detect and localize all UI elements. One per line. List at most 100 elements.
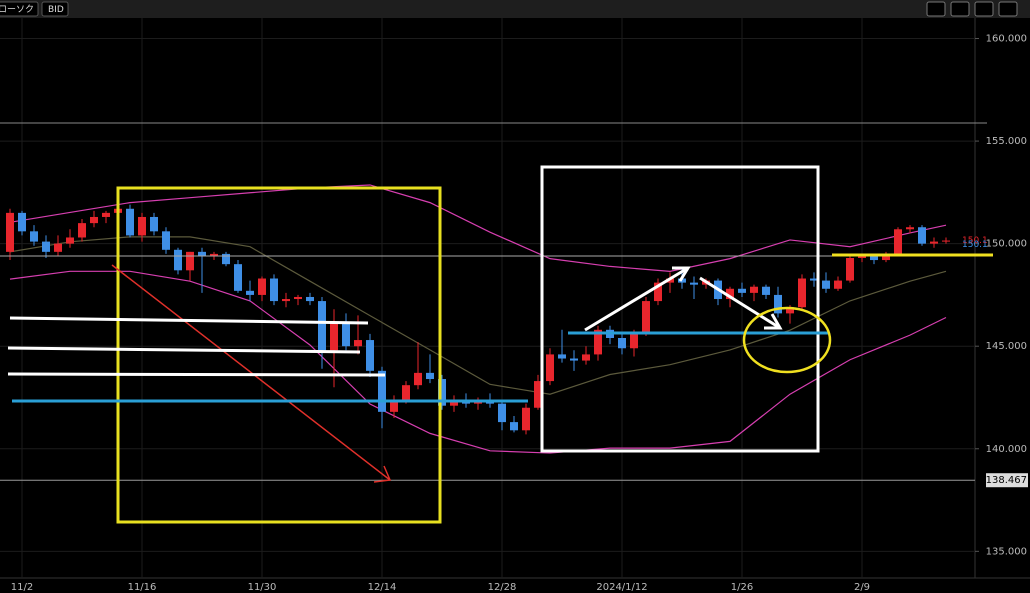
candle-body [30, 231, 38, 242]
candle-body [234, 264, 242, 291]
candle-body [834, 280, 842, 289]
candle-body [798, 278, 806, 308]
white-arrow-head [672, 266, 691, 282]
candle-body [282, 299, 290, 302]
candle-body [402, 385, 410, 400]
candle-body [522, 407, 530, 431]
price-level-label: 138.467 [986, 475, 1027, 486]
yellow-ellipse [742, 306, 832, 374]
candle-body [78, 223, 86, 238]
candle-body [306, 296, 314, 302]
candle-body [558, 354, 566, 359]
candle-body [438, 379, 446, 406]
white-level [7, 346, 361, 354]
candle-body [594, 329, 602, 355]
candle-body [690, 282, 698, 285]
candle-body [366, 340, 374, 371]
candle-body [186, 251, 194, 271]
y-tick-label: 155.000 [986, 136, 1027, 147]
candle-body [546, 354, 554, 382]
candle-body [18, 212, 26, 232]
marks [0, 18, 975, 578]
candle-body [66, 237, 74, 244]
candle-body [726, 288, 734, 300]
y-tick-label: 140.000 [986, 444, 1027, 455]
candle-body [654, 282, 662, 302]
candle-body [6, 212, 14, 252]
candle-body [582, 354, 590, 361]
red-arrow [111, 264, 391, 481]
y-tick-label: 135.000 [986, 546, 1027, 557]
candle-body [738, 288, 746, 293]
white-level [9, 316, 369, 325]
snapshot-button[interactable] [974, 1, 994, 17]
candle-body [846, 258, 854, 281]
candle-body [138, 216, 146, 236]
candle-body [774, 294, 782, 314]
candle-body [210, 253, 218, 256]
candle-body [618, 338, 626, 349]
price-level-tag [986, 473, 1028, 488]
candle-body [426, 372, 434, 380]
candle-body [918, 227, 926, 244]
x-tick-label: 2024/1/12 [596, 582, 647, 593]
candle-body [894, 229, 902, 254]
indicator-button[interactable] [926, 1, 946, 17]
candle-body [498, 403, 506, 423]
candle-body [354, 340, 362, 347]
white-arrow [584, 266, 689, 332]
chart-kind-button[interactable] [0, 1, 39, 17]
x-tick-label: 1/26 [731, 582, 753, 593]
candle-body [342, 323, 350, 347]
red-arrow-head [373, 465, 392, 483]
white-level [7, 372, 386, 377]
x-tick-label: 11/30 [248, 582, 277, 593]
settings-button[interactable] [998, 1, 1018, 17]
x-tick-label: 11/16 [128, 582, 157, 593]
candle-body [942, 240, 950, 242]
candle-body [258, 278, 266, 295]
candle-body [882, 253, 890, 261]
x-tick-label: 12/14 [368, 582, 397, 593]
yellow-box [116, 186, 442, 524]
candle-body [810, 278, 818, 281]
band-line [9, 270, 947, 454]
candle-body [414, 372, 422, 386]
y-tick-label: 150.000 [986, 239, 1027, 250]
y-tick-label: 160.000 [986, 34, 1027, 45]
candle-body [162, 231, 170, 250]
band-line [9, 184, 947, 272]
draw-button[interactable] [950, 1, 970, 17]
candle-body [54, 243, 62, 252]
white-box [540, 165, 820, 453]
candle-body [930, 241, 938, 244]
candle-body [318, 301, 326, 351]
candle-body [102, 212, 110, 217]
candle-body [762, 286, 770, 295]
candle-body [246, 290, 254, 295]
drawings [0, 122, 993, 524]
candle-body [378, 370, 386, 412]
candle-body [330, 323, 338, 351]
candle-body [786, 307, 794, 314]
white-arrow-head [764, 313, 783, 330]
candle-body [510, 422, 518, 431]
candle-body [270, 278, 278, 302]
x-tick-label: 12/28 [488, 582, 517, 593]
white-arrow [699, 276, 781, 330]
chart-kind: ローソク [0, 4, 34, 15]
candle-body [390, 399, 398, 412]
y-tick-label: 145.000 [986, 341, 1027, 352]
candle-body [198, 251, 206, 256]
candle-body [150, 216, 158, 232]
x-tick-label: 11/2 [11, 582, 33, 593]
candle-body [126, 208, 134, 236]
candle-body [570, 358, 578, 361]
toolbar [0, 0, 1030, 18]
last-price-label: 150.1 [962, 236, 988, 246]
x-tick-label: 2/9 [854, 582, 870, 593]
price-side-button[interactable] [41, 1, 69, 17]
candle-body [294, 296, 302, 300]
